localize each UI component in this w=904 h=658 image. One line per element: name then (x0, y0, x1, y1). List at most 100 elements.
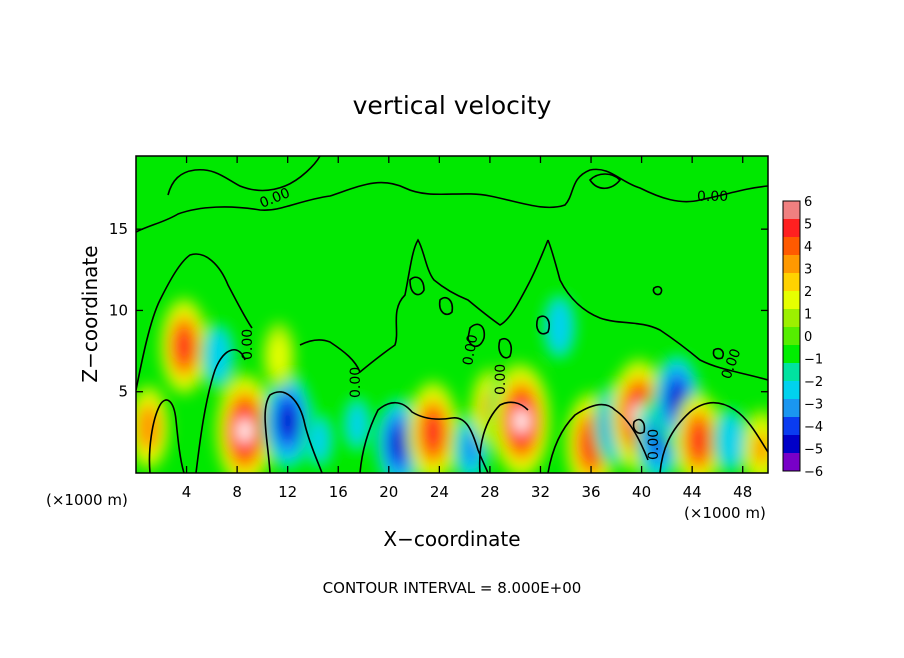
colorbar: 6 5 4 3 2 1 0 −1 −2 −3 −4 −5 −6 (782, 195, 823, 480)
velocity-level (141, 413, 156, 442)
colorbar-swatch (783, 363, 800, 382)
plot-frame (135, 155, 769, 474)
x-tick-label: 8 (232, 483, 242, 501)
updraft-feature (262, 321, 296, 390)
colorbar-tick-label: −2 (804, 375, 823, 390)
contour-line (136, 253, 253, 391)
contour-label: 0.00 (697, 189, 728, 205)
contour-line (588, 173, 622, 190)
plot-area: 0.00 0.00 0.00 0.00 0.00 0.00 0.00 0.00 … (109, 155, 769, 501)
x-unit-right: (×1000 m) (684, 504, 766, 522)
x-tick-label: 40 (632, 483, 651, 501)
x-tick-label: 16 (329, 483, 348, 501)
colorbar-swatch (783, 255, 800, 274)
x-axis: 4 8 12 16 20 24 28 32 36 40 44 48 (182, 156, 752, 501)
velocity-level (670, 386, 684, 414)
contour-line (167, 156, 321, 196)
colorbar-swatch (783, 453, 800, 472)
x-tick-label: 28 (480, 483, 499, 501)
contour-line (136, 168, 768, 233)
velocity-level (177, 332, 191, 360)
colorbar-tick-label: 1 (804, 308, 812, 323)
colorbar-tick-label: −3 (804, 398, 823, 413)
colorbar-tick-label: 4 (804, 240, 812, 255)
colorbar-swatch (783, 435, 800, 454)
velocity-level (722, 424, 738, 457)
downdraft-feature (302, 406, 336, 473)
contour-line (148, 399, 185, 473)
colorbar-frame (782, 200, 801, 472)
velocity-level (210, 340, 226, 372)
colorbar-tick-label: 2 (804, 285, 812, 300)
contour-line (498, 338, 513, 359)
colorbar-tick-label: −4 (804, 420, 823, 435)
velocity-level (280, 406, 295, 436)
x-axis-label: X−coordinate (383, 527, 520, 551)
velocity-peak (514, 408, 529, 433)
colorbar-tick-label: −5 (804, 443, 823, 458)
contour-interval-note: CONTOUR INTERVAL = 8.000E+00 (323, 579, 582, 597)
contour-line (264, 391, 323, 473)
velocity-level (753, 431, 768, 466)
updraft-feature (407, 380, 460, 473)
colorbar-swatch (783, 237, 800, 256)
contour-line (195, 349, 246, 473)
x-tick-label: 20 (379, 483, 398, 501)
updraft-feature (136, 384, 170, 471)
velocity-peak (237, 418, 252, 443)
x-tick-label: 4 (182, 483, 192, 501)
velocity-level (392, 430, 406, 458)
contour-label: 0.00 (348, 367, 364, 398)
colorbar-swatch (783, 291, 800, 310)
updraft-feature (492, 362, 551, 473)
colorbar-tick-label: −6 (804, 465, 823, 480)
colorbar-swatch (783, 273, 800, 292)
colorbar-swatch (783, 345, 800, 364)
contour-line (299, 238, 549, 374)
colorbar-swatch (783, 381, 800, 400)
downdraft-feature (541, 289, 578, 364)
chart-title: vertical velocity (353, 91, 552, 120)
colorbar-tick-label: 0 (804, 330, 812, 345)
velocity-level (268, 335, 289, 377)
colorbar-tick-label: 6 (804, 195, 812, 210)
contour-line (409, 276, 425, 296)
colorbar-swatch (783, 219, 800, 238)
colorbar-swatch (783, 201, 800, 220)
colorbar-swatch (783, 399, 800, 418)
velocity-level (551, 310, 568, 343)
x-tick-label: 48 (733, 483, 752, 501)
updraft-feature (674, 391, 723, 473)
velocity-level (309, 420, 330, 461)
contour-label: 0.00 (493, 364, 509, 395)
zero-contours (136, 156, 768, 473)
colorbar-tick-label: −1 (804, 353, 823, 368)
x-tick-label: 24 (430, 483, 449, 501)
y-axis-label: Z−coordinate (78, 245, 102, 382)
x-tick-label: 32 (531, 483, 550, 501)
contour-line (547, 239, 768, 381)
y-tick-label: 15 (109, 220, 128, 238)
colorbar-tick-label: 3 (804, 263, 812, 278)
contour-label: 0.00 (460, 333, 481, 366)
x-tick-label: 12 (278, 483, 297, 501)
downdraft-feature (340, 390, 374, 459)
contour-line (359, 401, 489, 473)
downdraft-feature (712, 403, 749, 473)
contour-label: 0.00 (646, 429, 662, 460)
downdraft-feature (200, 318, 237, 393)
updraft-feature (159, 297, 209, 396)
contour-line (659, 401, 768, 473)
colorbar-tick-label: 5 (804, 218, 812, 233)
x-tick-label: 36 (581, 483, 600, 501)
x-unit-left: (×1000 m) (46, 491, 128, 509)
updraft-feature (215, 372, 274, 473)
velocity-level (347, 403, 368, 445)
contour-line (478, 401, 529, 473)
contour-label: 0.00 (240, 329, 256, 360)
contour-line (467, 323, 486, 348)
y-axis: 5 10 15 (109, 220, 768, 401)
velocity-level (425, 418, 441, 447)
